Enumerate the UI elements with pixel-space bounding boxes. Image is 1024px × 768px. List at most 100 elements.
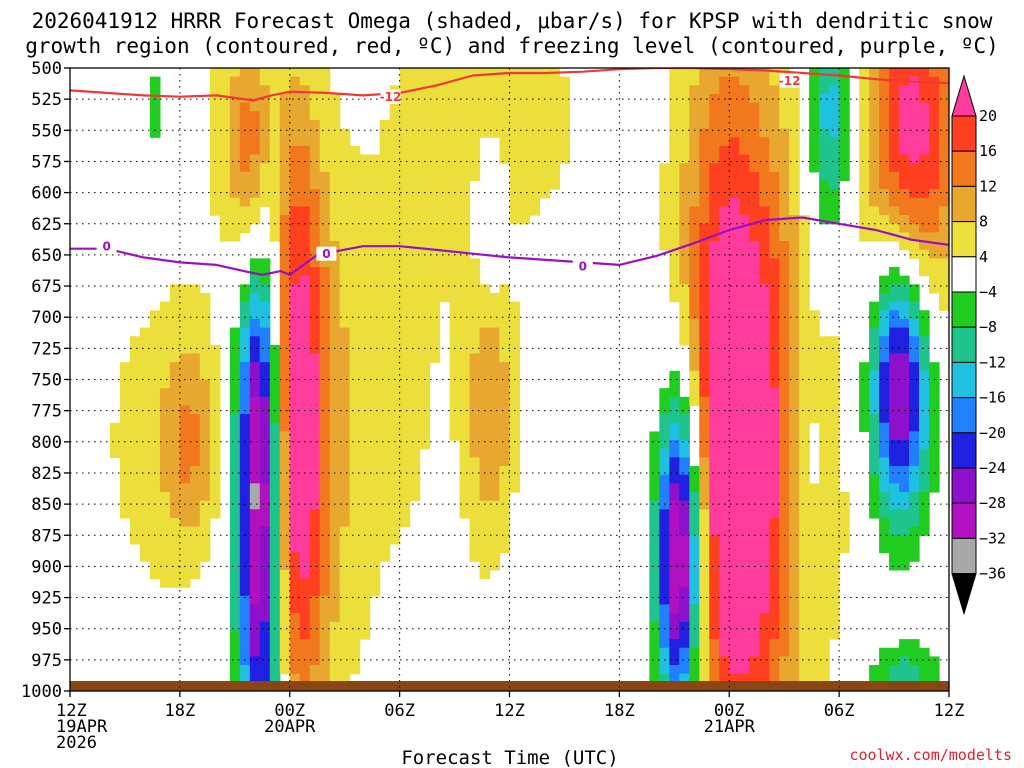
omega-cell xyxy=(809,76,820,86)
omega-cell xyxy=(279,206,291,216)
y-tick-label: 525 xyxy=(31,90,62,110)
omega-cell xyxy=(659,457,670,467)
omega-cell xyxy=(339,604,371,614)
omega-cell xyxy=(289,189,321,199)
omega-cell xyxy=(789,171,800,182)
omega-cell xyxy=(789,414,800,424)
omega-cell xyxy=(859,68,870,78)
omega-cell xyxy=(249,517,271,528)
omega-cell xyxy=(789,318,800,329)
omega-cell xyxy=(699,145,720,156)
omega-cell xyxy=(509,448,521,458)
omega-cell xyxy=(879,656,900,666)
omega-cell xyxy=(229,405,241,415)
omega-cell xyxy=(249,457,261,467)
omega-cell xyxy=(729,197,740,208)
omega-cell xyxy=(239,604,251,614)
omega-cell xyxy=(469,422,511,433)
omega-cell xyxy=(259,621,271,632)
omega-cell xyxy=(669,595,680,606)
omega-cell xyxy=(919,483,930,493)
omega-cell xyxy=(869,448,880,458)
omega-cell xyxy=(319,206,331,216)
omega-cell xyxy=(669,370,680,381)
omega-cell xyxy=(249,292,261,303)
omega-cell xyxy=(449,379,471,389)
omega-cell xyxy=(879,145,890,156)
omega-cell xyxy=(229,561,241,571)
omega-cell xyxy=(349,379,431,389)
omega-cell xyxy=(269,535,281,545)
omega-cell xyxy=(329,318,341,329)
omega-cell xyxy=(309,223,321,233)
omega-cell xyxy=(119,396,161,407)
y-tick-label: 825 xyxy=(31,464,62,484)
omega-cell xyxy=(229,526,241,536)
omega-cell xyxy=(279,414,291,424)
omega-cell xyxy=(169,292,211,303)
omega-cell xyxy=(449,301,521,311)
omega-cell xyxy=(799,327,820,337)
omega-cell xyxy=(149,561,201,571)
omega-cell xyxy=(789,284,800,294)
omega-cell xyxy=(679,630,690,640)
omega-cell xyxy=(659,509,670,519)
omega-cell xyxy=(329,431,351,441)
omega-cell xyxy=(139,552,211,562)
omega-cell xyxy=(779,466,790,476)
omega-cell xyxy=(699,440,710,450)
omega-cell xyxy=(769,578,780,588)
omega-cell xyxy=(319,336,331,346)
omega-cell xyxy=(659,474,670,484)
omega-cell xyxy=(939,301,949,311)
omega-cell xyxy=(239,491,251,502)
omega-cell xyxy=(659,163,680,173)
omega-cell xyxy=(229,145,241,156)
omega-cell xyxy=(789,621,800,632)
omega-cell xyxy=(929,275,949,285)
omega-cell xyxy=(679,249,690,259)
omega-cell xyxy=(249,301,271,311)
omega-cell xyxy=(819,163,840,173)
omega-cell xyxy=(879,466,890,476)
colorbar-top-triangle xyxy=(951,74,977,117)
omega-cell xyxy=(229,457,241,467)
omega-cell xyxy=(889,466,910,476)
omega-cell xyxy=(769,137,790,147)
omega-cell xyxy=(699,491,710,502)
omega-cell xyxy=(879,457,890,467)
omega-cell xyxy=(669,656,680,666)
omega-cell xyxy=(389,102,571,112)
omega-cell xyxy=(879,362,890,372)
omega-cell xyxy=(309,327,321,337)
omega-cell xyxy=(239,327,251,337)
omega-cell xyxy=(879,336,890,346)
omega-cell xyxy=(869,93,880,104)
omega-cell xyxy=(309,258,321,268)
omega-cell xyxy=(799,457,810,467)
omega-cell xyxy=(859,414,870,424)
omega-cell xyxy=(229,336,241,346)
omega-cell xyxy=(289,353,321,363)
omega-cell xyxy=(839,154,850,164)
omega-cell xyxy=(189,405,211,415)
omega-cell xyxy=(269,119,281,130)
omega-cell xyxy=(719,595,770,606)
omega-cell xyxy=(679,595,690,606)
omega-cell xyxy=(269,647,281,657)
omega-cell xyxy=(919,396,930,407)
omega-cell xyxy=(839,68,850,78)
omega-cell xyxy=(709,440,780,450)
omega-cell xyxy=(279,396,291,407)
omega-cell xyxy=(329,370,351,381)
omega-cell xyxy=(779,621,790,632)
omega-cell xyxy=(229,509,241,519)
omega-cell xyxy=(649,474,660,484)
omega-cell xyxy=(909,526,930,536)
omega-cell xyxy=(269,431,281,441)
omega-cell xyxy=(509,388,521,398)
omega-cell xyxy=(779,388,790,398)
omega-cell xyxy=(709,517,770,528)
omega-cell xyxy=(289,561,301,571)
omega-cell xyxy=(869,111,880,121)
